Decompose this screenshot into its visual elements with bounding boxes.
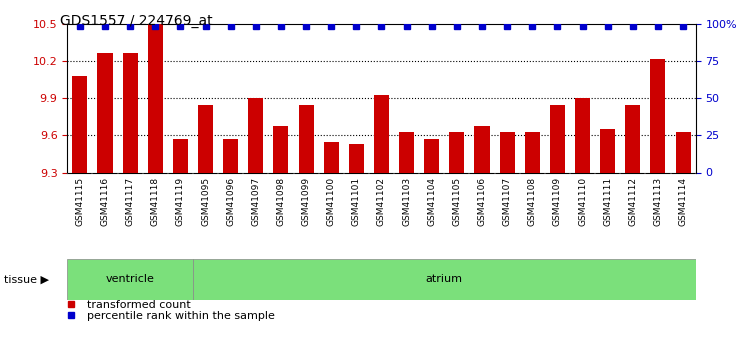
- Bar: [374, 95, 389, 172]
- Text: GSM41108: GSM41108: [528, 177, 537, 226]
- Text: tissue ▶: tissue ▶: [4, 275, 49, 284]
- Text: GSM41111: GSM41111: [603, 177, 612, 226]
- Text: atrium: atrium: [426, 275, 463, 284]
- Text: GSM41097: GSM41097: [251, 177, 260, 226]
- Bar: [651, 59, 666, 172]
- Text: GSM41098: GSM41098: [277, 177, 286, 226]
- Bar: [324, 141, 339, 172]
- Text: GSM41118: GSM41118: [151, 177, 160, 226]
- Text: GSM41115: GSM41115: [76, 177, 85, 226]
- Text: GSM41101: GSM41101: [352, 177, 361, 226]
- Bar: [198, 105, 213, 172]
- Bar: [97, 52, 112, 172]
- Text: GSM41103: GSM41103: [402, 177, 411, 226]
- Text: GSM41095: GSM41095: [201, 177, 210, 226]
- Bar: [450, 132, 465, 172]
- Text: GSM41112: GSM41112: [628, 177, 637, 226]
- Text: ventricle: ventricle: [105, 275, 155, 284]
- Bar: [173, 139, 188, 172]
- Text: GSM41106: GSM41106: [477, 177, 486, 226]
- Text: GSM41099: GSM41099: [301, 177, 310, 226]
- Text: GSM41114: GSM41114: [678, 177, 687, 226]
- Bar: [123, 52, 138, 172]
- Text: GSM41102: GSM41102: [377, 177, 386, 226]
- Bar: [575, 98, 590, 172]
- Bar: [675, 132, 690, 172]
- Text: GSM41116: GSM41116: [100, 177, 109, 226]
- Text: GSM41107: GSM41107: [503, 177, 512, 226]
- Bar: [474, 126, 489, 172]
- Bar: [298, 105, 313, 172]
- Text: GSM41109: GSM41109: [553, 177, 562, 226]
- Bar: [625, 105, 640, 172]
- Bar: [223, 139, 238, 172]
- Text: GSM41110: GSM41110: [578, 177, 587, 226]
- Legend: transformed count, percentile rank within the sample: transformed count, percentile rank withi…: [60, 300, 275, 321]
- Text: GSM41105: GSM41105: [453, 177, 462, 226]
- Bar: [274, 126, 289, 172]
- Bar: [600, 129, 615, 172]
- Bar: [399, 132, 414, 172]
- Bar: [525, 132, 540, 172]
- Text: GSM41117: GSM41117: [126, 177, 135, 226]
- Text: GSM41104: GSM41104: [427, 177, 436, 226]
- Bar: [67, 259, 193, 300]
- Text: GSM41100: GSM41100: [327, 177, 336, 226]
- Bar: [550, 105, 565, 172]
- Bar: [349, 144, 364, 172]
- Bar: [500, 132, 515, 172]
- Bar: [248, 98, 263, 172]
- Text: GSM41096: GSM41096: [226, 177, 235, 226]
- Text: GDS1557 / 224769_at: GDS1557 / 224769_at: [60, 14, 212, 28]
- Bar: [193, 259, 696, 300]
- Text: GSM41119: GSM41119: [176, 177, 185, 226]
- Bar: [73, 76, 88, 172]
- Bar: [424, 139, 439, 172]
- Text: GSM41113: GSM41113: [654, 177, 663, 226]
- Bar: [148, 24, 163, 172]
